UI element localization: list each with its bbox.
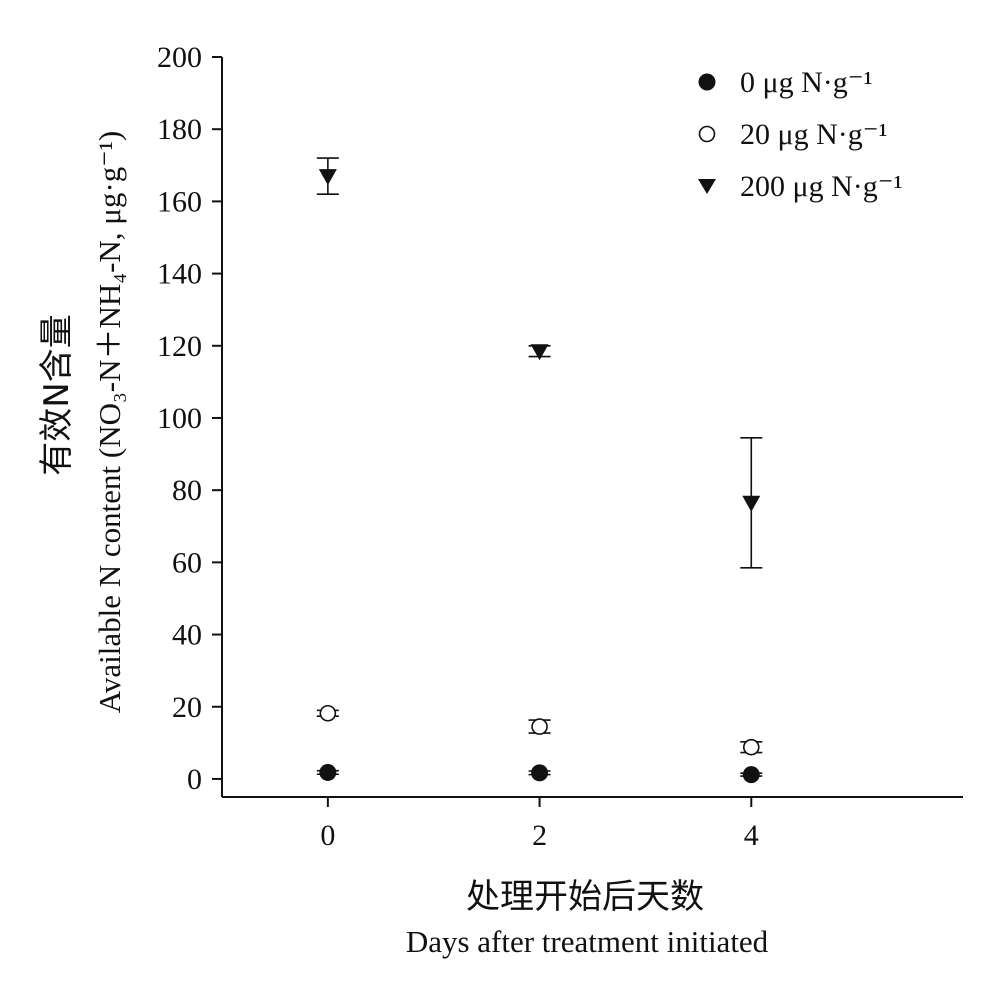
series-layer xyxy=(316,157,763,784)
legend: 0 μg N·g⁻¹ 20 μg N·g⁻¹ 200 μg N·g⁻¹ xyxy=(698,66,903,203)
legend-marker-0 xyxy=(698,73,716,91)
legend-marker-200 xyxy=(698,179,716,194)
legend-marker-20 xyxy=(698,125,716,143)
data-point xyxy=(742,766,760,784)
y-tick-label: 40 xyxy=(172,619,202,652)
y-tick-label: 180 xyxy=(157,113,202,146)
x-tick-label: 0 xyxy=(320,819,335,852)
x-tick-label: 2 xyxy=(532,819,547,852)
y-axis-label-en: Available N content (NO₃-N＋NH₄-N, μg·g⁻¹… xyxy=(92,131,127,713)
y-tick-label: 120 xyxy=(157,330,202,363)
data-point xyxy=(742,495,761,512)
y-tick-label: 100 xyxy=(157,402,202,435)
data-point xyxy=(531,718,548,735)
series-1 xyxy=(316,704,763,756)
series-2 xyxy=(316,157,763,569)
y-axis-label: 有效N含量 xyxy=(37,314,77,475)
y-tick-label: 200 xyxy=(157,41,202,74)
y-axis-label-cn: 有效N含量 xyxy=(37,314,77,475)
data-point xyxy=(531,764,549,782)
x-axis-label-cn: 处理开始后天数 xyxy=(466,877,704,917)
legend-label-0: 0 μg N·g⁻¹ xyxy=(740,66,873,99)
y-tick-label: 160 xyxy=(157,185,202,218)
data-point xyxy=(319,763,337,781)
x-tick-label: 4 xyxy=(744,819,759,852)
y-tick-label: 20 xyxy=(172,691,202,724)
y-ticks: 0 20 40 60 80 100 120 140 160 180 200 xyxy=(157,41,222,796)
y-tick-label: 0 xyxy=(187,763,202,796)
x-ticks: 0 2 4 xyxy=(320,797,759,852)
data-point xyxy=(742,738,760,756)
data-point xyxy=(319,704,337,722)
y-tick-label: 60 xyxy=(172,546,202,579)
y-axis-label-en-group: Available N content (NO₃-N＋NH₄-N, μg·g⁻¹… xyxy=(92,131,127,713)
data-point xyxy=(530,344,549,361)
axes xyxy=(221,57,963,798)
legend-label-200: 200 μg N·g⁻¹ xyxy=(740,170,903,203)
series-0 xyxy=(316,763,763,784)
legend-label-20: 20 μg N·g⁻¹ xyxy=(740,118,888,151)
y-tick-label: 140 xyxy=(157,258,202,291)
data-point xyxy=(318,169,337,186)
y-tick-label: 80 xyxy=(172,474,202,507)
x-axis-label-en: Days after treatment initiated xyxy=(406,924,769,959)
